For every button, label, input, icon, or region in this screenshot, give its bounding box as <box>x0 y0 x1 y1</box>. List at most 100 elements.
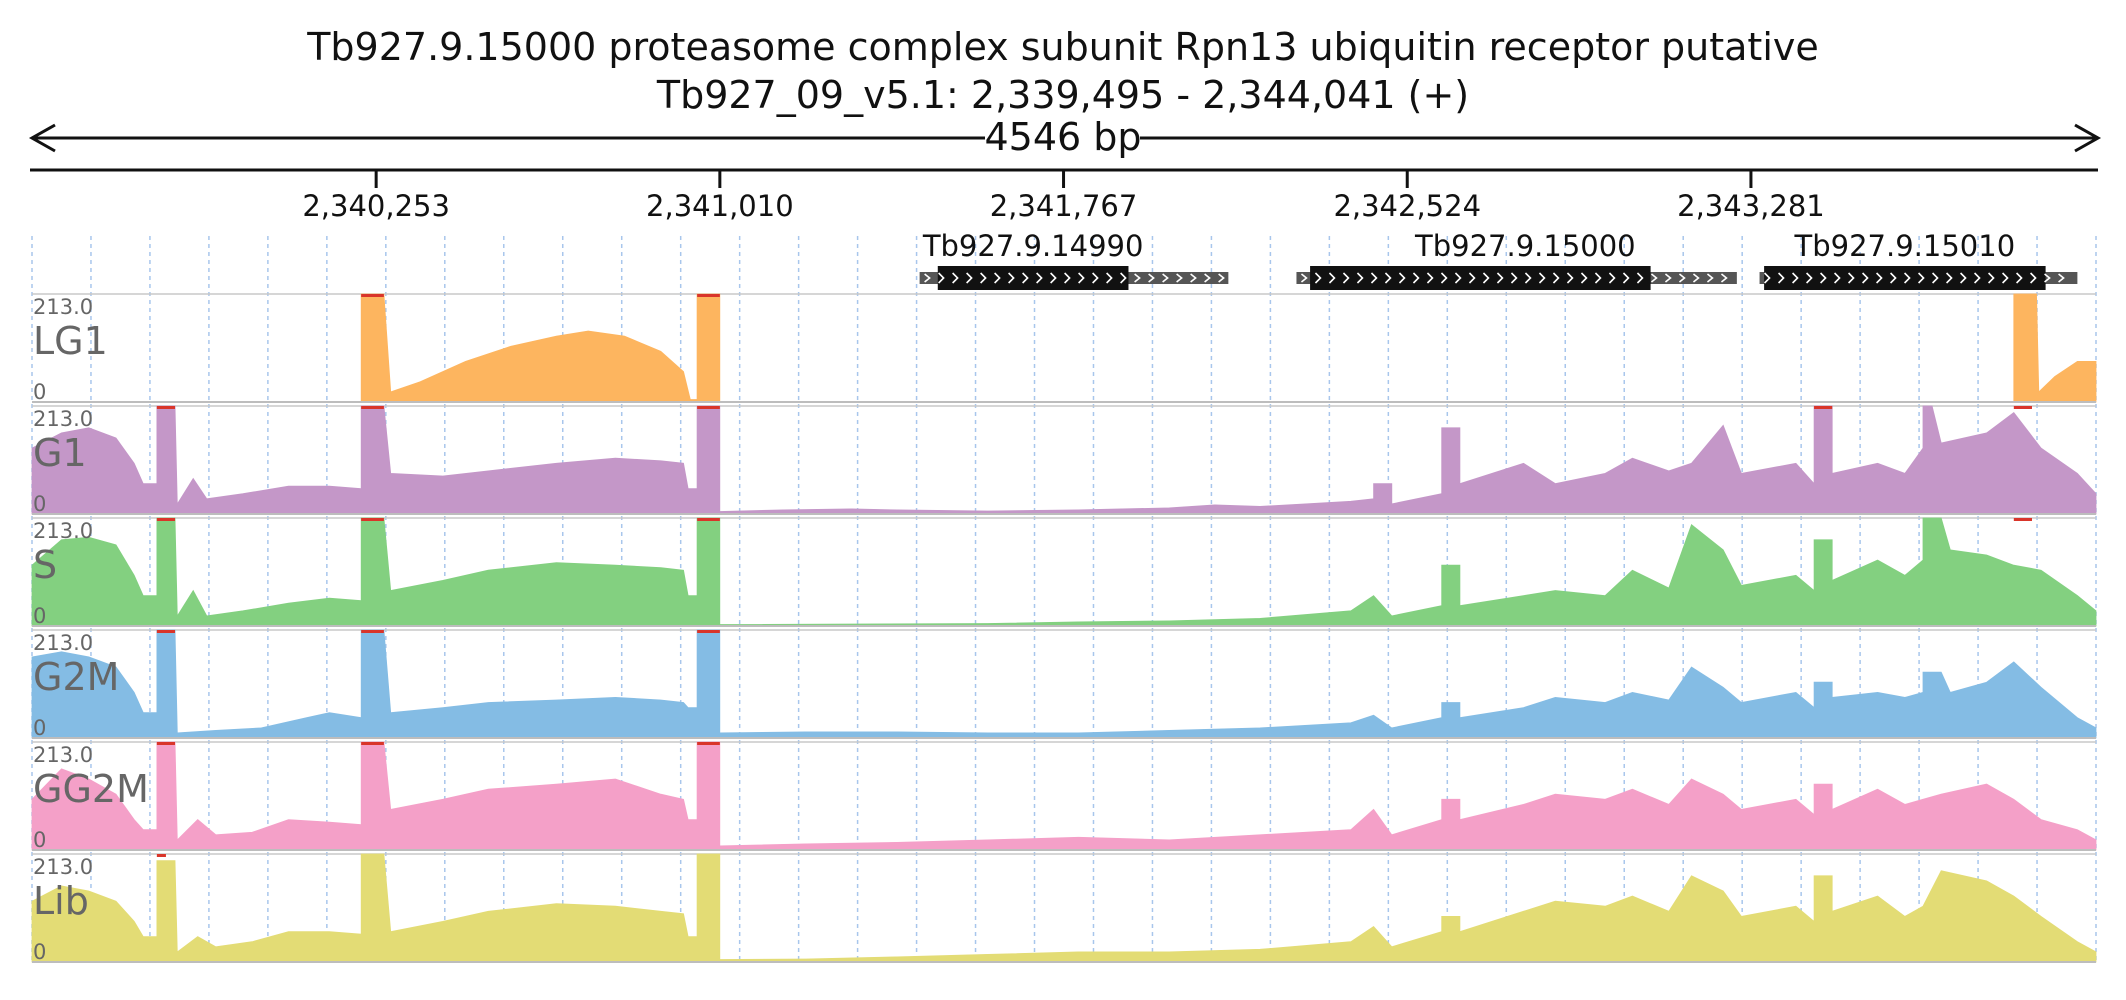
clip-marker <box>361 630 384 633</box>
strand-arrow-icon <box>1890 272 1897 284</box>
gene-cds-bar <box>937 266 1129 290</box>
track-name-label: G1 <box>33 431 87 475</box>
strand-arrow-icon <box>1204 273 1211 283</box>
strand-arrow-icon <box>1848 272 1855 284</box>
track-name-label: Lib <box>33 879 89 923</box>
clip-marker <box>2013 518 2032 521</box>
track-ymin-label: 0 <box>33 380 46 404</box>
strand-arrow-icon <box>1720 273 1728 283</box>
strand-arrow-icon <box>952 272 959 284</box>
strand-arrow-icon <box>1008 272 1015 284</box>
strand-arrow-icon <box>2002 272 2009 284</box>
track-ymin-label: 0 <box>33 940 46 964</box>
strand-arrow-icon <box>1862 272 1869 284</box>
strand-arrow-icon <box>1932 272 1939 284</box>
clip-marker <box>156 854 166 857</box>
track-lib: 213.0 0 Lib <box>31 853 2097 964</box>
strand-arrow-icon <box>1356 272 1364 284</box>
clip-marker <box>156 742 176 745</box>
strand-arrow-icon <box>2030 272 2037 284</box>
strand-arrow-icon <box>938 272 945 284</box>
strand-arrow-icon <box>1778 272 1785 284</box>
strand-arrow-icon <box>1918 272 1925 284</box>
track-ymax-label: 213.0 <box>33 743 93 767</box>
coverage-area <box>31 629 2097 739</box>
strand-arrow-icon <box>1594 272 1602 284</box>
coverage-area <box>31 405 2097 515</box>
track-ymax-label: 213.0 <box>33 519 93 543</box>
strand-arrow-icon <box>1946 272 1953 284</box>
chart-title: Tb927.9.15000 proteasome complex subunit… <box>306 25 1819 69</box>
strand-arrow-icon <box>1636 272 1644 284</box>
strand-arrow-icon <box>1384 272 1392 284</box>
strand-arrow-icon <box>1678 273 1686 283</box>
chart-subtitle: Tb927_09_v5.1: 2,339,495 - 2,344,041 (+) <box>656 73 1469 117</box>
clip-marker <box>2013 406 2032 409</box>
coverage-area <box>31 517 2097 627</box>
clip-marker <box>697 518 720 521</box>
strand-arrow-icon <box>1692 273 1700 283</box>
strand-arrow-icon <box>1468 272 1476 284</box>
strand-arrow-icon <box>1328 272 1336 284</box>
strand-arrow-icon <box>1370 272 1378 284</box>
clip-marker <box>697 630 720 633</box>
strand-arrow-icon <box>1092 272 1099 284</box>
strand-arrow-icon <box>1440 272 1448 284</box>
clip-marker <box>361 518 384 521</box>
strand-arrow-icon <box>1050 272 1057 284</box>
track-gg2m: 213.0 0 GG2M <box>31 741 2097 852</box>
strand-arrow-icon <box>1342 272 1350 284</box>
strand-arrow-icon <box>1426 272 1434 284</box>
x-tick-label: 2,340,253 <box>302 189 450 223</box>
clip-marker <box>697 742 720 745</box>
strand-arrow-icon <box>1608 272 1616 284</box>
track-ymax-label: 213.0 <box>33 855 93 879</box>
gene-track: Tb927.9.14990 Tb927.9.15000 Tb927.9.15010 <box>919 229 2078 290</box>
clip-marker <box>156 406 176 409</box>
strand-arrow-icon <box>1314 272 1322 284</box>
strand-arrow-icon <box>1454 272 1462 284</box>
clip-marker <box>361 742 384 745</box>
track-g2m: 213.0 0 G2M <box>31 629 2097 740</box>
strand-arrow-icon <box>2058 273 2065 283</box>
strand-arrow-icon <box>1904 272 1911 284</box>
coverage-area <box>31 853 2097 963</box>
x-tick-label: 2,342,524 <box>1333 189 1481 223</box>
clip-marker <box>156 518 176 521</box>
strand-arrow-icon <box>1524 272 1532 284</box>
gene-label: Tb927.9.14990 <box>922 229 1144 263</box>
strand-arrow-icon <box>1176 273 1183 283</box>
strand-arrow-icon <box>1106 272 1113 284</box>
strand-arrow-icon <box>924 273 931 283</box>
strand-arrow-icon <box>1650 273 1658 283</box>
strand-arrow-icon <box>1218 273 1225 283</box>
strand-arrow-icon <box>1552 272 1560 284</box>
coverage-area <box>32 293 2097 403</box>
span-label: 4546 bp <box>984 115 1141 159</box>
strand-arrow-icon <box>1300 273 1308 283</box>
track-ymax-label: 213.0 <box>33 407 93 431</box>
strand-arrow-icon <box>994 272 1001 284</box>
strand-arrow-icon <box>966 272 973 284</box>
clip-marker <box>1814 406 1833 409</box>
strand-arrow-icon <box>1806 272 1813 284</box>
coverage-area <box>31 741 2097 851</box>
gene-cds-bar <box>1310 266 1651 290</box>
clip-marker <box>697 294 720 297</box>
strand-arrow-icon <box>1398 272 1406 284</box>
track-ymin-label: 0 <box>33 604 46 628</box>
strand-arrow-icon <box>1148 273 1155 283</box>
strand-arrow-icon <box>1134 273 1141 283</box>
strand-arrow-icon <box>1078 272 1085 284</box>
track-name-label: LG1 <box>33 319 108 363</box>
strand-arrow-icon <box>1566 272 1574 284</box>
gene-label: Tb927.9.15010 <box>1794 229 2016 263</box>
strand-arrow-icon <box>1960 272 1967 284</box>
coverage-tracks: 213.00LG1213.00G1213.00S213.00G2M213.00G… <box>31 293 2097 964</box>
track-s: 213.0 0 S <box>31 517 2097 628</box>
strand-arrow-icon <box>1820 272 1827 284</box>
x-axis-ticks: 2,340,253 2,341,010 2,341,767 2,342,524 2,34… <box>302 170 1825 223</box>
track-lg1: 213.0 0 LG1 <box>32 293 2097 404</box>
clip-marker <box>697 406 720 409</box>
